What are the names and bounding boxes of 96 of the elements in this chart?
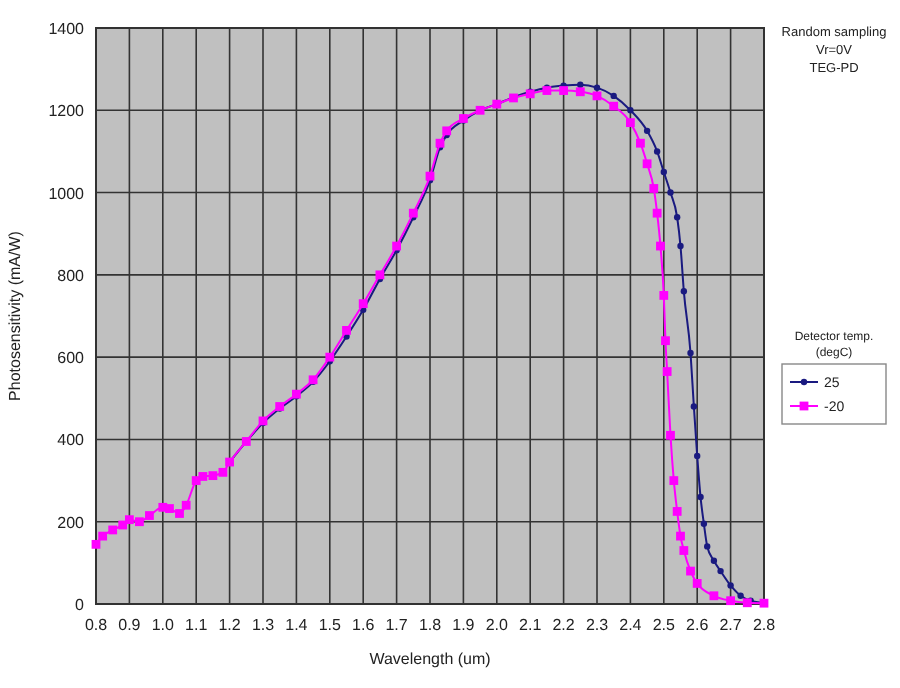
point (198, 472, 208, 481)
x-tick-label: 1.7 (385, 616, 409, 634)
x-tick-label: 0.8 (84, 616, 109, 634)
point (627, 107, 634, 114)
point (642, 159, 652, 169)
point (679, 546, 689, 555)
y-tick-label: 400 (57, 431, 86, 450)
point (325, 352, 335, 362)
point (737, 592, 744, 599)
point (727, 582, 734, 589)
point (575, 87, 585, 97)
point (686, 566, 695, 576)
point (610, 92, 617, 100)
point (425, 171, 435, 181)
x-tick-label: 2.7 (719, 616, 743, 634)
point (692, 579, 702, 588)
y-tick-label: 200 (57, 513, 86, 532)
point (358, 299, 368, 309)
point (408, 208, 418, 218)
x-tick-label: 2.1 (519, 616, 543, 634)
point (125, 515, 134, 525)
point (694, 452, 701, 460)
x-tick-label: 1.2 (218, 616, 242, 634)
x-tick-label: 1.4 (285, 616, 309, 634)
point (742, 598, 752, 608)
point (626, 118, 635, 128)
x-tick-label: 1.1 (185, 616, 209, 634)
point (697, 493, 704, 501)
point (666, 430, 675, 440)
point (662, 367, 672, 376)
point (643, 127, 651, 135)
x-tick-label: 1.5 (318, 616, 343, 634)
point (218, 467, 228, 477)
point (710, 557, 718, 564)
point (700, 520, 708, 527)
point (726, 596, 735, 606)
y-tick-label: 1400 (48, 20, 86, 38)
point (375, 270, 385, 280)
point (649, 184, 659, 193)
point (677, 242, 684, 250)
point (653, 148, 661, 155)
point (175, 509, 184, 518)
x-tick-label: 2.5 (652, 616, 677, 634)
point (181, 500, 191, 510)
point (392, 241, 401, 251)
x-tick-label: 1.8 (418, 616, 443, 634)
point (442, 126, 452, 136)
point (593, 84, 601, 91)
x-tick-label: 2.4 (619, 616, 643, 634)
point (709, 591, 719, 601)
x-axis-title: Wavelength (um) (369, 650, 492, 668)
point (165, 504, 174, 513)
x-tick-label: 2.3 (585, 616, 610, 634)
point (559, 86, 568, 95)
point (342, 326, 351, 335)
point (673, 214, 681, 221)
x-tick-label: 1.3 (251, 616, 276, 634)
point (672, 507, 682, 516)
x-tick-label: 2.8 (752, 616, 777, 634)
point (145, 511, 154, 520)
x-tick-label: 2.6 (686, 616, 710, 634)
x-tick-label: 2.0 (485, 616, 510, 634)
point (667, 189, 674, 196)
y-tick-label: 1200 (48, 102, 86, 121)
point (717, 567, 724, 575)
point (660, 168, 667, 176)
y-tick-label: 800 (57, 266, 86, 285)
point (435, 138, 445, 148)
point (592, 91, 602, 101)
point (704, 543, 711, 550)
point (91, 539, 101, 549)
point (135, 517, 144, 527)
point (652, 208, 662, 218)
point (687, 349, 694, 357)
point (108, 525, 118, 535)
point (676, 531, 685, 541)
point (669, 476, 679, 485)
x-tick-label: 1.6 (352, 616, 376, 634)
point (659, 291, 669, 300)
point (208, 471, 218, 481)
point (690, 403, 698, 410)
y-tick-label: 0 (75, 596, 86, 614)
x-tick-label: 1.0 (151, 616, 176, 634)
point (636, 138, 645, 148)
point (680, 288, 688, 295)
y-axis-title: Photosensitivity (mA/W) (6, 230, 24, 401)
point (661, 336, 670, 346)
point (609, 101, 619, 111)
x-tick-label: 1.9 (452, 616, 476, 634)
y-tick-label: 600 (57, 349, 86, 368)
point (98, 531, 108, 541)
x-tick-label: 0.9 (118, 616, 142, 634)
x-tick-label: 2.2 (552, 616, 576, 634)
y-tick-label: 1000 (48, 184, 86, 203)
point (656, 241, 665, 251)
point (577, 81, 584, 88)
